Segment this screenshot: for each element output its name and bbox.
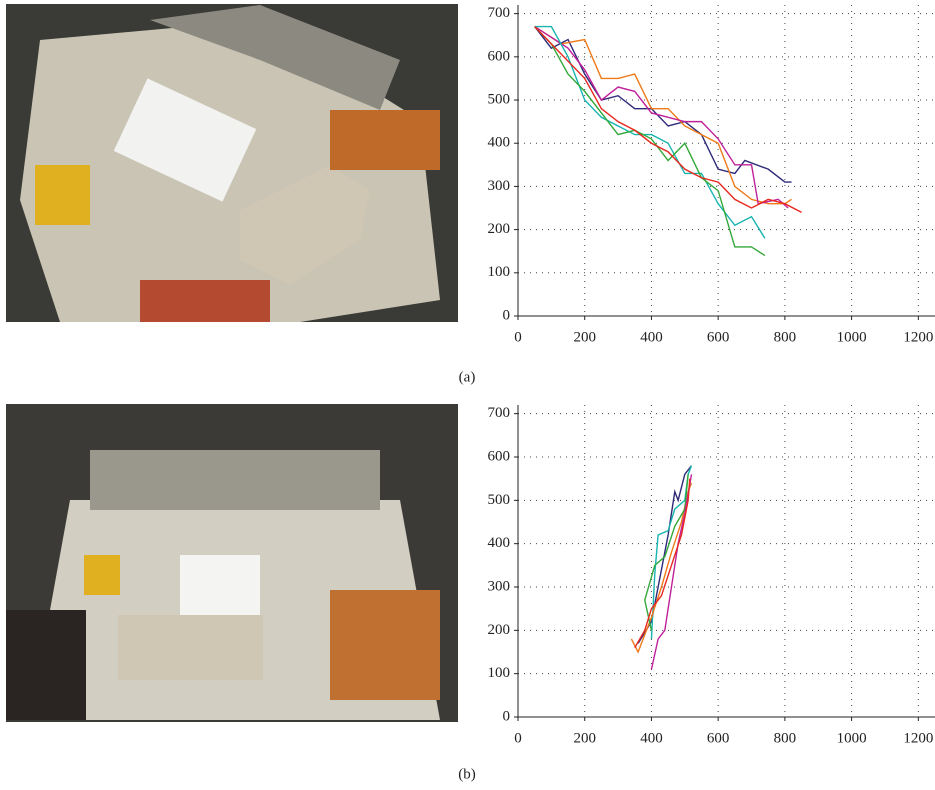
y-tick-label: 200	[488, 221, 511, 237]
y-tick-label: 100	[488, 665, 511, 681]
photo	[6, 404, 458, 722]
x-tick-label: 600	[707, 730, 730, 746]
trajectory-line	[535, 27, 765, 239]
photo	[6, 4, 458, 322]
x-tick-label: 200	[573, 730, 596, 746]
y-tick-label: 300	[488, 578, 511, 594]
y-tick-label: 700	[488, 5, 511, 21]
x-tick-label: 0	[514, 730, 522, 746]
figure: 0200400600800100012000100200300400500600…	[0, 0, 935, 790]
x-tick-label: 600	[707, 329, 730, 345]
x-tick-label: 200	[573, 329, 596, 345]
trajectory-line	[535, 27, 789, 208]
x-tick-label: 1000	[837, 329, 867, 345]
page: 0200400600800100012000100200300400500600…	[0, 0, 935, 790]
x-tick-label: 800	[774, 730, 797, 746]
x-tick-label: 1200	[903, 329, 933, 345]
y-tick-label: 200	[488, 622, 511, 638]
y-tick-label: 500	[488, 492, 511, 508]
x-tick-label: 400	[640, 730, 663, 746]
x-tick-label: 1200	[903, 730, 933, 746]
y-tick-label: 0	[503, 708, 511, 724]
y-tick-label: 400	[488, 535, 511, 551]
caption: (b)	[458, 766, 476, 782]
x-tick-label: 400	[640, 329, 663, 345]
x-tick-label: 0	[514, 329, 522, 345]
y-tick-label: 300	[488, 178, 511, 194]
trajectory-line	[535, 27, 792, 183]
y-tick-label: 500	[488, 91, 511, 107]
y-tick-label: 400	[488, 135, 511, 151]
caption: (a)	[459, 369, 476, 385]
y-tick-label: 600	[488, 448, 511, 464]
y-tick-label: 100	[488, 264, 511, 280]
x-tick-label: 800	[774, 329, 797, 345]
trajectory-line	[645, 474, 688, 630]
y-tick-label: 700	[488, 405, 511, 421]
y-tick-label: 600	[488, 48, 511, 64]
y-tick-label: 0	[503, 307, 511, 323]
x-tick-label: 1000	[837, 730, 867, 746]
